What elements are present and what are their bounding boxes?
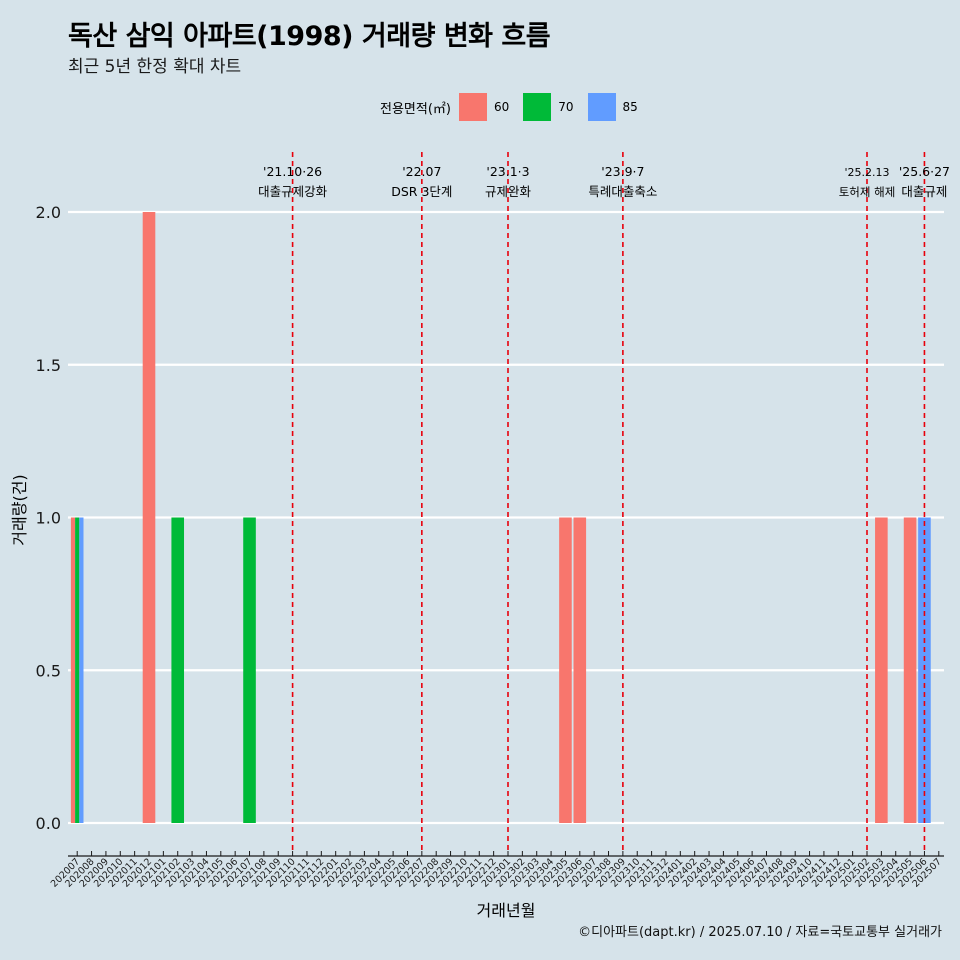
bar-202306-60 — [573, 517, 587, 823]
y-tick-label: 0.5 — [36, 661, 61, 680]
bar-202505-60 — [903, 517, 917, 823]
event-date-label: '25.2.13 — [844, 166, 889, 179]
chart-title: 독산 삼익 아파트(1998) 거래량 변화 흐름 — [68, 21, 551, 52]
event-desc-label: 대출규제 — [901, 184, 947, 199]
y-axis-label: 거래량(건) — [10, 474, 29, 546]
legend-item-70: 70 — [523, 93, 574, 121]
legend-title: 전용면적(㎡) — [380, 101, 451, 117]
source-caption: ©디아파트(dapt.kr) / 2025.07.10 / 자료=국토교통부 실… — [578, 925, 942, 940]
event-date-label: '23.1·3 — [486, 164, 529, 179]
event-desc-label: 규제완화 — [485, 184, 532, 199]
legend-swatch-70 — [523, 93, 552, 121]
bar-202007-85 — [79, 517, 84, 823]
x-axis-label: 거래년월 — [476, 901, 536, 920]
chart-subtitle: 최근 5년 한정 확대 차트 — [68, 57, 242, 77]
bar-202503-60 — [875, 517, 888, 823]
bar-202007-60 — [70, 517, 76, 823]
event-desc-label: 특례대출축소 — [588, 184, 657, 199]
legend-label-60: 60 — [493, 100, 510, 114]
y-tick-label: 1.0 — [36, 509, 61, 528]
legend: 전용면적(㎡) 60 70 85 — [380, 93, 652, 121]
bar-202305-60 — [559, 517, 572, 823]
event-desc-label: DSR 3단계 — [391, 184, 452, 199]
legend-item-85: 85 — [587, 93, 638, 121]
legend-label-70: 70 — [558, 100, 574, 114]
event-date-label: '23.9·7 — [601, 164, 644, 179]
legend-label-85: 85 — [622, 100, 638, 114]
bar-202107-70 — [243, 517, 256, 823]
event-desc-label: 대출규제강화 — [258, 184, 328, 199]
legend-swatch-60 — [458, 93, 487, 121]
event-date-label: '22.07 — [402, 164, 441, 179]
bar-202506-85 — [918, 517, 931, 823]
y-tick-label: 2.0 — [36, 203, 61, 222]
event-desc-label: 토허제 해제 — [839, 185, 896, 199]
y-tick-label: 0.0 — [36, 814, 61, 833]
y-tick-label: 1.5 — [36, 356, 61, 375]
bar-202007-70 — [75, 517, 80, 823]
legend-swatch-85 — [587, 93, 616, 121]
event-date-label: '25.6·27 — [899, 164, 950, 179]
bar-202012-60 — [142, 212, 156, 823]
legend-item-60: 60 — [458, 93, 510, 121]
event-date-label: '21.10·26 — [263, 164, 322, 179]
bar-202102-70 — [171, 517, 185, 823]
